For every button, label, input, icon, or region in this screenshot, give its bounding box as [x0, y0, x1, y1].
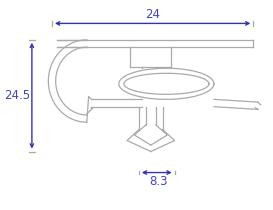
- Text: 24.5: 24.5: [4, 89, 30, 102]
- Text: 8.3: 8.3: [149, 175, 168, 188]
- Text: 24: 24: [145, 8, 160, 21]
